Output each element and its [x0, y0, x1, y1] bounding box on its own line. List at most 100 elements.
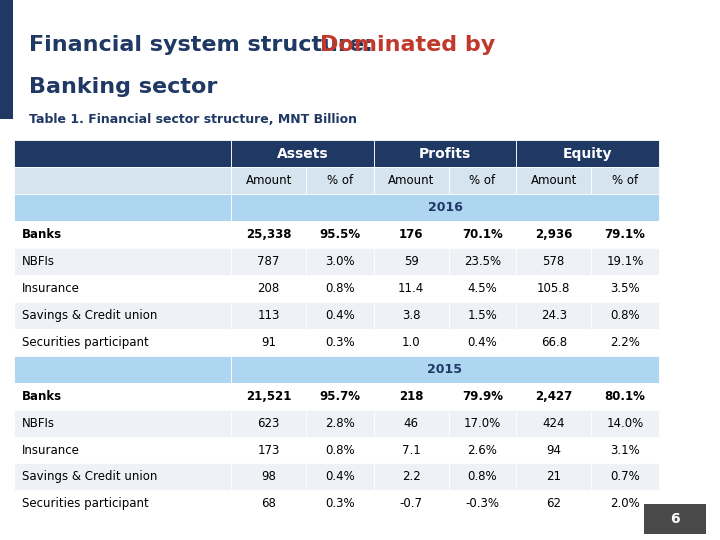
- Bar: [516, 329, 591, 356]
- Text: 0.3%: 0.3%: [325, 336, 355, 349]
- Bar: [231, 275, 306, 302]
- Text: 787: 787: [258, 255, 280, 268]
- Bar: [306, 221, 374, 248]
- Bar: [449, 329, 516, 356]
- Bar: [516, 221, 591, 248]
- Bar: [306, 302, 374, 329]
- Text: 2016: 2016: [428, 201, 462, 214]
- Bar: [449, 302, 516, 329]
- Text: Amount: Amount: [531, 174, 577, 187]
- Text: 0.4%: 0.4%: [467, 336, 498, 349]
- Bar: [374, 167, 449, 194]
- Bar: [644, 504, 706, 534]
- Bar: [14, 140, 231, 167]
- Bar: [516, 275, 591, 302]
- Bar: [591, 167, 659, 194]
- Bar: [591, 329, 659, 356]
- Text: Insurance: Insurance: [22, 282, 79, 295]
- Text: 3.0%: 3.0%: [325, 255, 355, 268]
- Text: 66.8: 66.8: [541, 336, 567, 349]
- Bar: [374, 436, 449, 463]
- Bar: [516, 463, 591, 490]
- Text: 1.0: 1.0: [402, 336, 420, 349]
- Text: -0.7: -0.7: [400, 497, 423, 510]
- Text: 208: 208: [258, 282, 280, 295]
- Text: 424: 424: [542, 416, 565, 430]
- Bar: [306, 275, 374, 302]
- Text: 2015: 2015: [428, 363, 462, 376]
- Text: Table 1. Financial sector structure, MNT Billion: Table 1. Financial sector structure, MNT…: [29, 113, 357, 126]
- Text: 2.2: 2.2: [402, 470, 420, 483]
- Bar: [449, 248, 516, 275]
- Bar: [449, 436, 516, 463]
- Text: Assets: Assets: [276, 147, 328, 161]
- Text: -0.3%: -0.3%: [465, 497, 500, 510]
- Text: 91: 91: [261, 336, 276, 349]
- Text: 98: 98: [261, 470, 276, 483]
- Text: 95.7%: 95.7%: [320, 390, 361, 403]
- Text: Securities participant: Securities participant: [22, 497, 148, 510]
- Text: 2.0%: 2.0%: [610, 497, 640, 510]
- Bar: [374, 248, 449, 275]
- Bar: [374, 410, 449, 436]
- Text: Banks: Banks: [22, 228, 62, 241]
- Text: 3.8: 3.8: [402, 309, 420, 322]
- Bar: [14, 490, 231, 517]
- Text: 176: 176: [399, 228, 423, 241]
- Bar: [374, 302, 449, 329]
- Bar: [516, 410, 591, 436]
- Text: 2,936: 2,936: [535, 228, 572, 241]
- Text: % of: % of: [612, 174, 638, 187]
- Bar: [306, 436, 374, 463]
- Text: Banking sector: Banking sector: [29, 77, 217, 97]
- Bar: [231, 248, 306, 275]
- Bar: [14, 248, 231, 275]
- Text: 4.5%: 4.5%: [467, 282, 498, 295]
- Text: 1.5%: 1.5%: [467, 309, 498, 322]
- Text: 105.8: 105.8: [537, 282, 570, 295]
- Text: 2.2%: 2.2%: [610, 336, 640, 349]
- Bar: [374, 221, 449, 248]
- Bar: [591, 221, 659, 248]
- Text: Savings & Credit union: Savings & Credit union: [22, 309, 157, 322]
- Text: 0.3%: 0.3%: [325, 497, 355, 510]
- Bar: [231, 329, 306, 356]
- Bar: [231, 410, 306, 436]
- Bar: [591, 383, 659, 410]
- Text: NBFIs: NBFIs: [22, 255, 55, 268]
- Bar: [231, 490, 306, 517]
- Text: 80.1%: 80.1%: [605, 390, 645, 403]
- Text: 0.8%: 0.8%: [468, 470, 498, 483]
- Text: 0.8%: 0.8%: [325, 443, 355, 456]
- Bar: [591, 490, 659, 517]
- Text: 70.1%: 70.1%: [462, 228, 503, 241]
- Bar: [14, 302, 231, 329]
- Text: 3.1%: 3.1%: [610, 443, 640, 456]
- Bar: [374, 275, 449, 302]
- Bar: [516, 436, 591, 463]
- Text: % of: % of: [469, 174, 495, 187]
- Bar: [0, 0, 13, 119]
- Text: 23.5%: 23.5%: [464, 255, 501, 268]
- Bar: [14, 356, 231, 383]
- Bar: [231, 356, 659, 383]
- Bar: [14, 167, 231, 194]
- Bar: [449, 410, 516, 436]
- Text: NBFIs: NBFIs: [22, 416, 55, 430]
- Bar: [14, 221, 231, 248]
- Bar: [449, 167, 516, 194]
- Bar: [516, 167, 591, 194]
- Text: 21: 21: [546, 470, 561, 483]
- Bar: [449, 383, 516, 410]
- Bar: [231, 194, 659, 221]
- Bar: [591, 436, 659, 463]
- Text: 218: 218: [399, 390, 423, 403]
- Text: 7.1: 7.1: [402, 443, 420, 456]
- Text: 0.4%: 0.4%: [325, 470, 355, 483]
- Bar: [374, 490, 449, 517]
- Bar: [374, 329, 449, 356]
- Text: Amount: Amount: [246, 174, 292, 187]
- Bar: [591, 302, 659, 329]
- Bar: [306, 248, 374, 275]
- Bar: [306, 383, 374, 410]
